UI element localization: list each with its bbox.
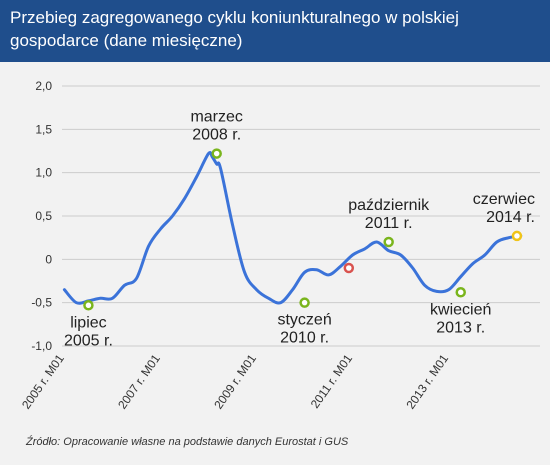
annotation-marker xyxy=(299,297,310,308)
series-line xyxy=(62,151,523,305)
annotation-label: 2014 r. xyxy=(486,209,535,226)
annotation-marker xyxy=(511,230,523,242)
annotation-label: 2010 r. xyxy=(280,330,329,347)
annotation-label: październik xyxy=(348,197,430,214)
x-tick-label: 2007 r. M01 xyxy=(115,351,163,411)
x-tick-label: 2005 r. M01 xyxy=(19,351,67,411)
x-tick-label: 2009 r. M01 xyxy=(211,351,259,411)
y-tick-label: -1,0 xyxy=(31,339,52,353)
annotation-label: 2005 r. xyxy=(64,332,113,349)
annotation-label: styczeń xyxy=(277,312,331,329)
annotation-marker xyxy=(343,262,355,274)
annotation-label: kwiecień xyxy=(430,301,491,318)
annotation-label: 2011 r. xyxy=(365,215,413,232)
y-tick-label: 1,5 xyxy=(35,122,52,136)
x-tick-label: 2011 r. M01 xyxy=(308,351,355,410)
annotation-markers xyxy=(83,148,523,311)
chart-header: Przebieg zagregowanego cyklu koniunktura… xyxy=(0,0,550,62)
annotation-label: marzec xyxy=(190,109,242,126)
source-note: Źródło: Opracowanie własne na podstawie … xyxy=(26,436,349,448)
annotation-marker xyxy=(211,148,222,159)
y-tick-label: -0,5 xyxy=(31,296,52,310)
y-tick-label: 0,5 xyxy=(35,209,52,223)
annotation-label: lipiec xyxy=(70,314,106,331)
x-tick-label: 2013 r. M01 xyxy=(403,351,451,411)
annotation-label: czerwiec xyxy=(473,191,535,208)
annotation-marker xyxy=(383,236,394,248)
annotation-marker xyxy=(83,300,94,311)
annotation-label: 2013 r. xyxy=(436,319,485,336)
series-line-layer xyxy=(62,151,523,305)
chart-title: Przebieg zagregowanego cyklu koniunktura… xyxy=(10,8,459,50)
y-tick-label: 1,0 xyxy=(35,166,52,180)
annotation-label: 2008 r. xyxy=(192,127,241,144)
annotation-marker xyxy=(455,287,466,298)
y-tick-label: 2,0 xyxy=(35,79,52,93)
y-tick-label: 0 xyxy=(45,252,52,266)
